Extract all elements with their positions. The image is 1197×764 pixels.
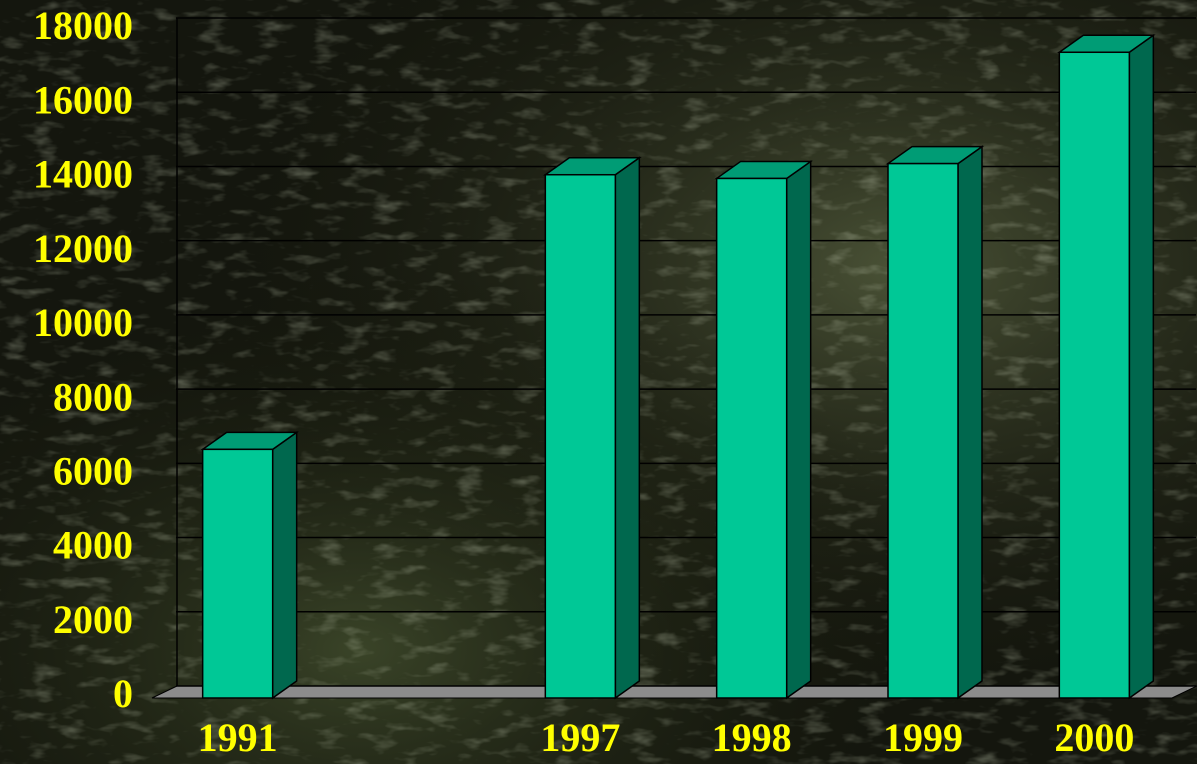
y-tick-label: 10000 [33,300,133,345]
bar-front [715,177,788,699]
y-tick-label: 14000 [33,152,133,197]
y-tick-label: 6000 [53,449,133,494]
bar [1056,33,1156,700]
floor [151,685,1197,699]
y-tick-label: 2000 [53,597,133,642]
bar-side [271,430,298,700]
y-tick-label: 18000 [33,3,133,48]
bar [714,159,814,700]
bar-side [614,156,641,700]
bar-front [887,162,959,699]
bar-front [544,173,617,699]
y-tick-label: 8000 [53,374,133,419]
plot: 0 2000 4000 6000 8000 10000 12000 14000 16000 180… [33,3,1196,760]
x-tick-label: 1997 [540,715,620,760]
bar-front [201,448,274,699]
bar [885,145,985,700]
y-tick-label: 4000 [53,523,133,568]
y-tick-label: 0 [113,671,133,716]
x-tick-label: 1999 [883,715,963,760]
bar-side [1128,33,1155,700]
bar-side [957,145,983,700]
x-tick-label: 1998 [712,715,792,760]
x-tick-label: 1991 [198,715,278,760]
bar-side [785,159,812,700]
x-tick-label: 2000 [1054,715,1134,760]
y-tick-label: 12000 [33,226,133,271]
bar [200,430,300,700]
bar [542,156,642,700]
y-tick-label: 16000 [33,77,133,122]
bar-front [1058,51,1131,699]
